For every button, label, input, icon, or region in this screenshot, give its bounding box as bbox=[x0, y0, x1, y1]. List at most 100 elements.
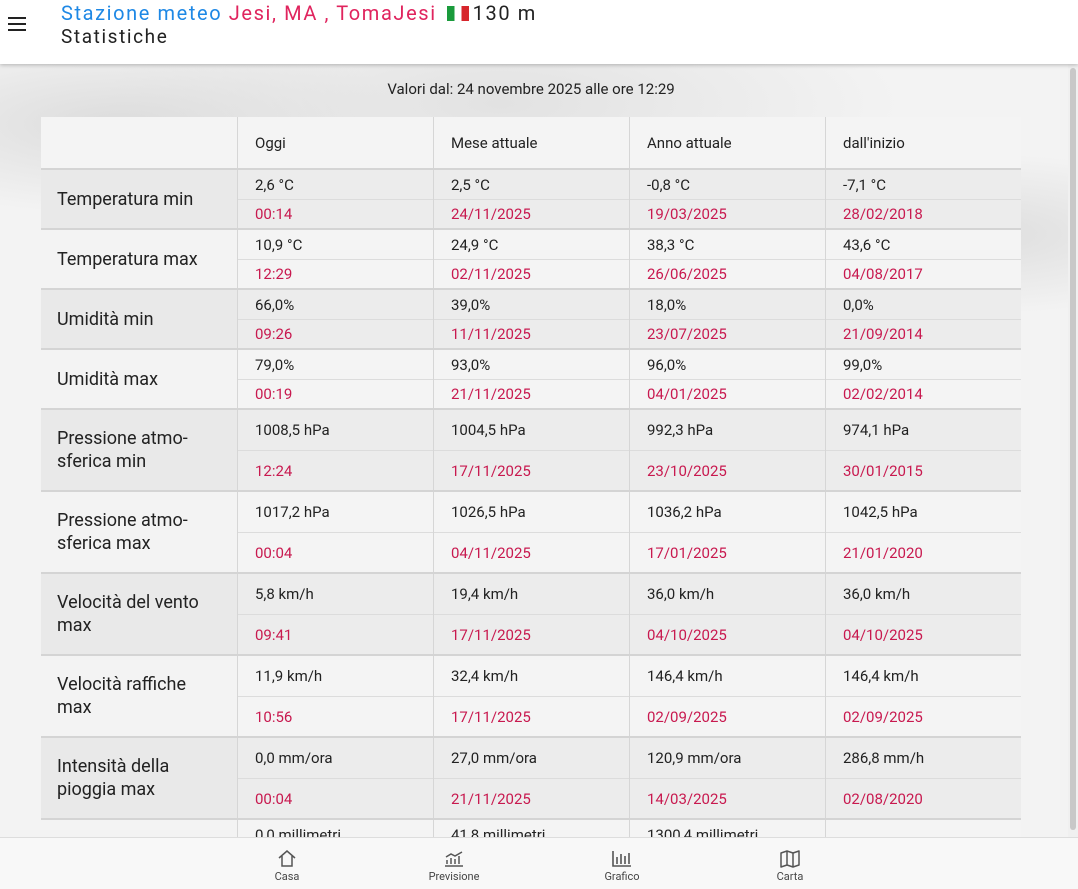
nav-label: Grafico bbox=[604, 870, 640, 883]
value: 36,0 km/h bbox=[647, 585, 715, 603]
stats-cell: 1300,4 millimetri bbox=[629, 820, 825, 837]
subtitle: Statistiche bbox=[61, 25, 169, 48]
value: 43,6 °C bbox=[843, 235, 891, 254]
date: 02/02/2014 bbox=[826, 379, 1021, 408]
menu-icon[interactable] bbox=[8, 16, 26, 32]
column-header: dall'inizio bbox=[843, 133, 905, 152]
header-cell: dall'inizio bbox=[825, 117, 1021, 168]
nav-label: Casa bbox=[274, 870, 300, 883]
altitude: 130 m bbox=[472, 1, 537, 25]
column-header: Anno attuale bbox=[647, 133, 732, 152]
date: 04/08/2017 bbox=[826, 259, 1021, 288]
stats-cell: 974,1 hPa 30/01/2015 bbox=[825, 410, 1021, 490]
date: 00:14 bbox=[238, 199, 433, 228]
header-cell: Mese attuale bbox=[433, 117, 629, 168]
stats-cell: -7,1 °C 28/02/2018 bbox=[825, 170, 1021, 228]
stats-row: Pressione atmo­sferica min 1008,5 hPa 12:2… bbox=[41, 410, 1021, 492]
date: 21/01/2020 bbox=[826, 532, 1021, 572]
value: 2,5 °C bbox=[451, 175, 490, 194]
stats-row: Pressione atmo­sferica max 1017,2 hPa 00:0… bbox=[41, 492, 1021, 574]
value: 79,0% bbox=[255, 355, 295, 374]
stats-cell: 2,6 °C 00:14 bbox=[237, 170, 433, 228]
stats-cell: 32,4 km/h 17/11/2025 bbox=[433, 656, 629, 736]
value: -7,1 °C bbox=[843, 175, 887, 194]
value: 24,9 °C bbox=[451, 235, 499, 254]
value: 41,8 millimetri bbox=[451, 825, 546, 838]
date: 10:56 bbox=[238, 696, 433, 736]
value: 66,0% bbox=[255, 295, 295, 314]
date: 11/11/2025 bbox=[434, 319, 629, 348]
stats-cell: 1017,2 hPa 00:04 bbox=[237, 492, 433, 572]
stats-cell: 1004,5 hPa 17/11/2025 bbox=[433, 410, 629, 490]
value: 286,8 mm/h bbox=[843, 749, 925, 767]
stats-table: Oggi Mese attuale Anno attuale dall'inizio T… bbox=[41, 117, 1021, 837]
stats-cell: 146,4 km/h 02/09/2025 bbox=[629, 656, 825, 736]
value: 1017,2 hPa bbox=[255, 503, 330, 521]
stats-cell: 11,9 km/h 10:56 bbox=[237, 656, 433, 736]
date: 17/11/2025 bbox=[434, 450, 629, 490]
title: Stazione meteo Jesi, MA , TomaJesi 130 m bbox=[61, 1, 537, 25]
stats-cell: 0,0 mm/ora 00:04 bbox=[237, 738, 433, 818]
date: 00:04 bbox=[238, 532, 433, 572]
stats-cell: 0,0 millimetri bbox=[237, 820, 433, 837]
stats-cell: 43,6 °C 04/08/2017 bbox=[825, 230, 1021, 288]
stats-row: Umidità min 66,0% 09:26 39,0% 11/11/2025 18,0… bbox=[41, 290, 1021, 350]
value: 19,4 km/h bbox=[451, 585, 519, 603]
station-name: Jesi, MA , TomaJesi bbox=[228, 1, 437, 25]
stats-cell: 5,8 km/h 09:41 bbox=[237, 574, 433, 654]
date: 19/03/2025 bbox=[630, 199, 825, 228]
value: 974,1 hPa bbox=[843, 421, 910, 439]
date: 28/02/2018 bbox=[826, 199, 1021, 228]
date: 04/10/2025 bbox=[630, 614, 825, 654]
value: 36,0 km/h bbox=[843, 585, 911, 603]
value: 32,4 km/h bbox=[451, 667, 519, 685]
date: 02/08/2020 bbox=[826, 778, 1021, 818]
date: 30/01/2015 bbox=[826, 450, 1021, 490]
stats-cell: 96,0% 04/01/2025 bbox=[629, 350, 825, 408]
value: 2,6 °C bbox=[255, 175, 294, 194]
nav-icon bbox=[445, 851, 463, 867]
scrollbar-thumb[interactable] bbox=[1070, 68, 1076, 830]
nav-item[interactable]: Carta bbox=[730, 838, 850, 883]
value bbox=[826, 820, 1021, 837]
nav-item[interactable]: Previsione bbox=[394, 838, 514, 883]
stats-cell: 146,4 km/h 02/09/2025 bbox=[825, 656, 1021, 736]
stats-cell: 1036,2 hPa 17/01/2025 bbox=[629, 492, 825, 572]
stats-cell: 2,5 °C 24/11/2025 bbox=[433, 170, 629, 228]
date: 17/11/2025 bbox=[434, 696, 629, 736]
date: 04/11/2025 bbox=[434, 532, 629, 572]
nav-label: Carta bbox=[776, 870, 804, 883]
date: 23/07/2025 bbox=[630, 319, 825, 348]
stats-cell: 66,0% 09:26 bbox=[237, 290, 433, 348]
stats-cell: 992,3 hPa 23/10/2025 bbox=[629, 410, 825, 490]
header-cell: Anno attuale bbox=[629, 117, 825, 168]
row-label: Velocità del vento max bbox=[57, 592, 199, 636]
value: 1036,2 hPa bbox=[647, 503, 722, 521]
header-row: Oggi Mese attuale Anno attuale dall'inizio bbox=[41, 117, 1021, 170]
nav-icon bbox=[278, 850, 296, 867]
nav-item[interactable]: Grafico bbox=[562, 838, 682, 883]
stats-cell: 79,0% 00:19 bbox=[237, 350, 433, 408]
stats-cell: 41,8 millimetri bbox=[433, 820, 629, 837]
nav-item[interactable]: Casa bbox=[227, 838, 347, 883]
value: 120,9 mm/ora bbox=[647, 749, 742, 767]
content: Valori dal: 24 novembre 2025 alle ore 12… bbox=[0, 64, 1068, 837]
value: 992,3 hPa bbox=[647, 421, 714, 439]
date: 02/09/2025 bbox=[630, 696, 825, 736]
date: 04/01/2025 bbox=[630, 379, 825, 408]
stats-cell: 120,9 mm/ora 14/03/2025 bbox=[629, 738, 825, 818]
date: 21/09/2014 bbox=[826, 319, 1021, 348]
stats-cell: 10,9 °C 12:29 bbox=[237, 230, 433, 288]
value: 96,0% bbox=[647, 355, 687, 374]
date: 00:19 bbox=[238, 379, 433, 408]
value: -0,8 °C bbox=[647, 175, 691, 194]
value: 1300,4 millimetri bbox=[647, 825, 759, 838]
row-label: Velocità raffiche max bbox=[57, 674, 186, 718]
row-label: Pressione atmo­sferica max bbox=[57, 510, 188, 554]
value: 1004,5 hPa bbox=[451, 421, 526, 439]
row-label: Precipitazioni bbox=[41, 820, 237, 837]
stats-cell: 99,0% 02/02/2014 bbox=[825, 350, 1021, 408]
bottom-nav: Casa Previsione Grafico Carta bbox=[0, 837, 1078, 889]
stats-cell: 0,0% 21/09/2014 bbox=[825, 290, 1021, 348]
date: 26/06/2025 bbox=[630, 259, 825, 288]
